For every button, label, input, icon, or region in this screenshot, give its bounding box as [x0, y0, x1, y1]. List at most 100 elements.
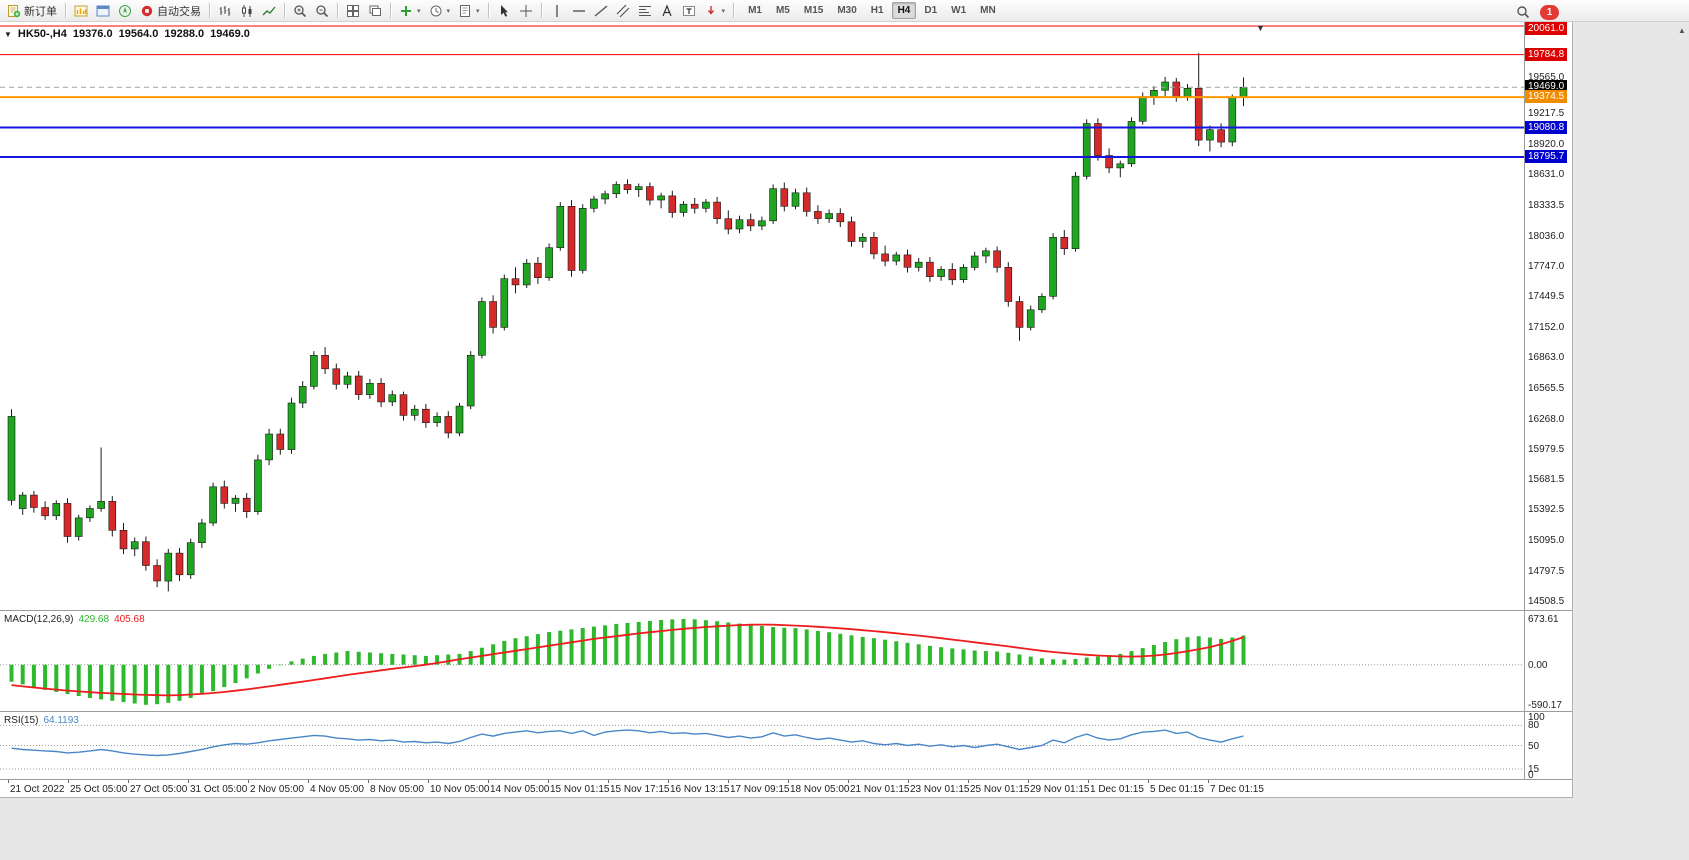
price-tick-label: 16863.0: [1528, 352, 1565, 363]
crosshair-button[interactable]: [516, 2, 536, 20]
time-tick: [308, 780, 309, 783]
macd-histogram-layer: [9, 619, 1246, 705]
timeframe-h4[interactable]: H4: [891, 2, 917, 19]
toolbar-button-strip: 新订单 自动交易 ▾ ▾ ▾ ▾ M1 M5 M15 M30 H1 H4 D1 W1 MN: [0, 0, 1689, 21]
time-tick-label: 25 Nov 01:15: [970, 784, 1030, 795]
time-tick-label: 14 Nov 05:00: [490, 784, 550, 795]
bar-chart-button[interactable]: [215, 2, 235, 20]
time-tick: [968, 780, 969, 783]
ohlc-close: 19469.0: [210, 28, 250, 40]
price-tick-label: 16268.0: [1528, 414, 1565, 425]
timeframe-h1[interactable]: H1: [870, 5, 884, 16]
chevron-down-icon: ▾: [476, 7, 480, 15]
symbol-menu-icon[interactable]: ▼: [4, 29, 12, 39]
timeframe-w1[interactable]: W1: [951, 5, 967, 16]
rsi-canvas[interactable]: [0, 712, 1524, 779]
rsi-title: RSI(15): [4, 715, 39, 726]
fibonacci-button[interactable]: [635, 2, 655, 20]
indicators-button[interactable]: ▾: [396, 2, 424, 20]
time-tick: [1208, 780, 1209, 783]
toolbar-separator: [540, 3, 542, 18]
price-level-badge: 19469.0: [1525, 80, 1568, 93]
cascade-windows-button[interactable]: [365, 2, 385, 20]
hlines-layer: [0, 25, 1524, 158]
axis-divider: [1524, 22, 1525, 779]
toolbar-separator: [284, 3, 285, 18]
timeframe-d1[interactable]: D1: [924, 5, 938, 16]
search-icon[interactable]: [1513, 3, 1533, 21]
timeframe-m5[interactable]: M5: [775, 5, 790, 16]
templates-button[interactable]: ▾: [455, 2, 483, 20]
time-tick-label: 29 Nov 01:15: [1030, 784, 1090, 795]
price-tick-label: 19565.0: [1528, 72, 1565, 83]
symbol-period-label: HK50-,H4: [17, 28, 67, 40]
time-tick-label: 10 Nov 05:00: [430, 784, 490, 795]
timeframe-m1[interactable]: M1: [748, 5, 762, 16]
candles-layer: [7, 53, 1248, 592]
macd-signal-line: [11, 623, 1244, 697]
macd-label: MACD(12,26,9) 429.68 405.68: [4, 614, 145, 625]
new-order-button[interactable]: 新订单: [4, 2, 60, 20]
rsi-levels-layer: [0, 724, 1524, 770]
rsi-tick-label: 80: [1528, 720, 1540, 731]
navigator-button[interactable]: [115, 2, 135, 20]
price-tick-label: 16565.5: [1528, 383, 1565, 394]
time-tick: [548, 780, 549, 783]
scroll-up-icon[interactable]: ▲: [1678, 26, 1686, 35]
timeframe-m15[interactable]: M15: [803, 5, 824, 16]
horizontal-line-button[interactable]: [569, 2, 589, 20]
periods-button[interactable]: ▾: [426, 2, 454, 20]
time-tick: [848, 780, 849, 783]
price-axis[interactable]: 19565.0 19217.5 18920.0 18631.0 18333.5 18036…: [1525, 22, 1571, 610]
time-tick: [1028, 780, 1029, 783]
main-chart-pane[interactable]: ▼ HK50-,H4 19376.0 19564.0 19288.0 19469…: [0, 22, 1572, 610]
chart-shift-marker[interactable]: ▼: [1256, 23, 1265, 33]
price-tick-label: 18920.0: [1528, 139, 1565, 150]
time-tick: [8, 780, 9, 783]
macd-canvas[interactable]: [0, 611, 1524, 711]
macd-tick-label: 673.61: [1528, 614, 1559, 625]
price-level-badge: 19784.8: [1525, 48, 1568, 61]
rsi-value: 64.1193: [43, 715, 79, 726]
text-button[interactable]: [657, 2, 677, 20]
timeframe-m30[interactable]: M30: [837, 5, 857, 16]
market-watch-button[interactable]: [71, 2, 91, 20]
data-window-button[interactable]: [93, 2, 113, 20]
ohlc-low: 19288.0: [164, 28, 205, 40]
time-tick: [788, 780, 789, 783]
time-tick: [68, 780, 69, 783]
trendline-button[interactable]: [591, 2, 611, 20]
time-tick-label: 18 Nov 05:00: [790, 784, 850, 795]
time-tick-label: 21 Oct 2022: [10, 784, 65, 795]
macd-axis[interactable]: 673.61 0.00 -590.17: [1525, 611, 1571, 711]
time-tick: [128, 780, 129, 783]
macd-pane[interactable]: MACD(12,26,9) 429.68 405.68 673.61 0.00 -5…: [0, 610, 1572, 711]
timeframe-mn[interactable]: MN: [980, 5, 996, 16]
cursor-button[interactable]: [494, 2, 514, 20]
time-tick-label: 23 Nov 01:15: [910, 784, 970, 795]
candlestick-chart-button[interactable]: [237, 2, 257, 20]
label-button[interactable]: [679, 2, 699, 20]
time-tick: [668, 780, 669, 783]
time-axis[interactable]: 21 Oct 2022 25 Oct 05:00 27 Oct 05:00 31 Oc…: [0, 779, 1572, 797]
toolbar-right-cluster: 1: [1512, 3, 1559, 21]
autotrading-button[interactable]: 自动交易: [137, 2, 204, 20]
price-tick-label: 18631.0: [1528, 169, 1565, 180]
price-tick-label: 18036.0: [1528, 231, 1565, 242]
price-tick-label: 14797.5: [1528, 566, 1565, 577]
rsi-pane[interactable]: RSI(15) 64.1193 100 80 50 15 0: [0, 711, 1572, 781]
zoom-in-button[interactable]: [290, 2, 310, 20]
channel-button[interactable]: [613, 2, 633, 20]
vertical-line-button[interactable]: [547, 2, 567, 20]
line-chart-button[interactable]: [259, 2, 279, 20]
notifications-badge[interactable]: 1: [1540, 4, 1559, 20]
time-tick-label: 16 Nov 13:15: [670, 784, 730, 795]
time-tick: [728, 780, 729, 783]
tile-windows-button[interactable]: [343, 2, 363, 20]
time-tick: [608, 780, 609, 783]
rsi-axis[interactable]: 100 80 50 15 0: [1525, 712, 1571, 781]
price-chart-canvas[interactable]: [0, 22, 1524, 610]
time-tick-label: 1 Dec 01:15: [1090, 784, 1144, 795]
zoom-out-button[interactable]: [312, 2, 332, 20]
arrows-button[interactable]: ▾: [701, 2, 729, 20]
